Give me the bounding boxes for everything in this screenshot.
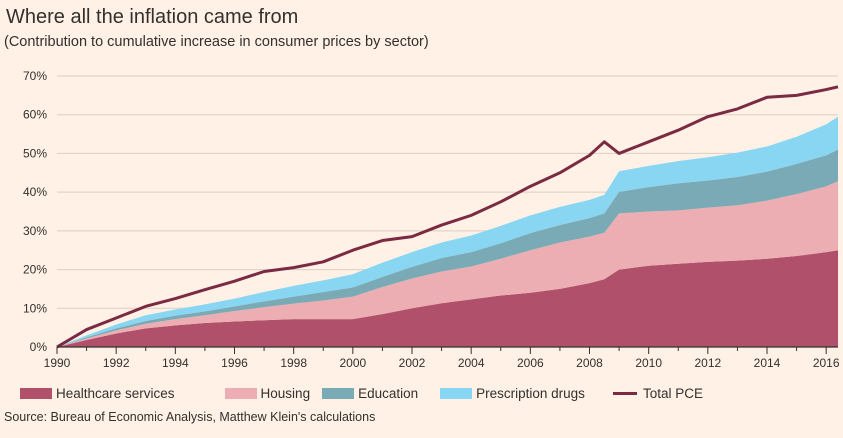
x-tick-label: 2012: [694, 356, 721, 370]
legend-label-education: Education: [358, 386, 419, 401]
legend-item-drugs: Prescription drugs: [440, 386, 585, 401]
x-tick-label: 2002: [399, 356, 426, 370]
legend-label-drugs: Prescription drugs: [476, 386, 585, 401]
area-drugs: [57, 116, 838, 348]
y-tick-label: 50%: [23, 146, 47, 160]
x-tick-label: 2016: [813, 356, 840, 370]
axis-layer: 0% 10% 20% 30% 40% 50% 60% 70% 1990 1992 1994 1996 1…: [23, 69, 840, 370]
x-tick-label: 2006: [517, 356, 544, 370]
area-layer: [57, 116, 838, 348]
line-layer: [56, 85, 839, 349]
stacked-area-chart: 0% 10% 20% 30% 40% 50% 60% 70% 1990 1992 1994 1996 1…: [23, 69, 840, 370]
chart-subtitle: (Contribution to cumulative increase in …: [4, 34, 429, 50]
area-education: [57, 149, 838, 347]
x-tick-label: 1992: [103, 356, 130, 370]
y-tick-label: 30%: [23, 224, 47, 238]
legend-swatch-total-pce: [612, 392, 637, 395]
chart-legend: Healthcare services Housing Education Pr…: [20, 386, 703, 401]
x-tick-label: 2004: [458, 356, 485, 370]
x-tick-label: 2014: [754, 356, 781, 370]
legend-label-healthcare: Healthcare services: [56, 386, 175, 401]
y-tick-label: 60%: [23, 108, 47, 122]
y-tick-label: 0%: [30, 340, 48, 354]
legend-item-education: Education: [322, 386, 418, 401]
x-tick-label: 2008: [576, 356, 603, 370]
legend-swatch-drugs: [440, 388, 473, 399]
x-tick-label: 2000: [339, 356, 366, 370]
y-tick-label: 10%: [23, 301, 47, 315]
legend-swatch-education: [322, 388, 355, 399]
legend-label-housing: Housing: [260, 386, 311, 401]
chart-title: Where all the inflation came from: [6, 6, 299, 28]
x-tick-label: 1998: [280, 356, 307, 370]
legend-item-healthcare: Healthcare services: [20, 386, 175, 401]
legend-swatch-housing: [224, 388, 257, 399]
y-tick-label: 20%: [23, 263, 47, 277]
legend-swatch-healthcare: [20, 388, 52, 399]
area-housing: [57, 181, 838, 347]
x-tick-label: 2010: [635, 356, 662, 370]
legend-label-total-pce: Total PCE: [642, 386, 703, 401]
legend-item-total-pce: Total PCE: [612, 386, 703, 401]
area-healthcare: [57, 250, 838, 347]
legend-item-housing: Housing: [224, 386, 311, 401]
x-tick-label: 1994: [162, 356, 189, 370]
x-tick-label: 1990: [44, 356, 71, 370]
chart-source: Source: Bureau of Economic Analysis, Mat…: [4, 410, 376, 424]
x-tick-label: 1996: [221, 356, 248, 370]
y-tick-label: 70%: [23, 69, 47, 83]
y-tick-label: 40%: [23, 185, 47, 199]
line-total-pce: [56, 85, 839, 349]
